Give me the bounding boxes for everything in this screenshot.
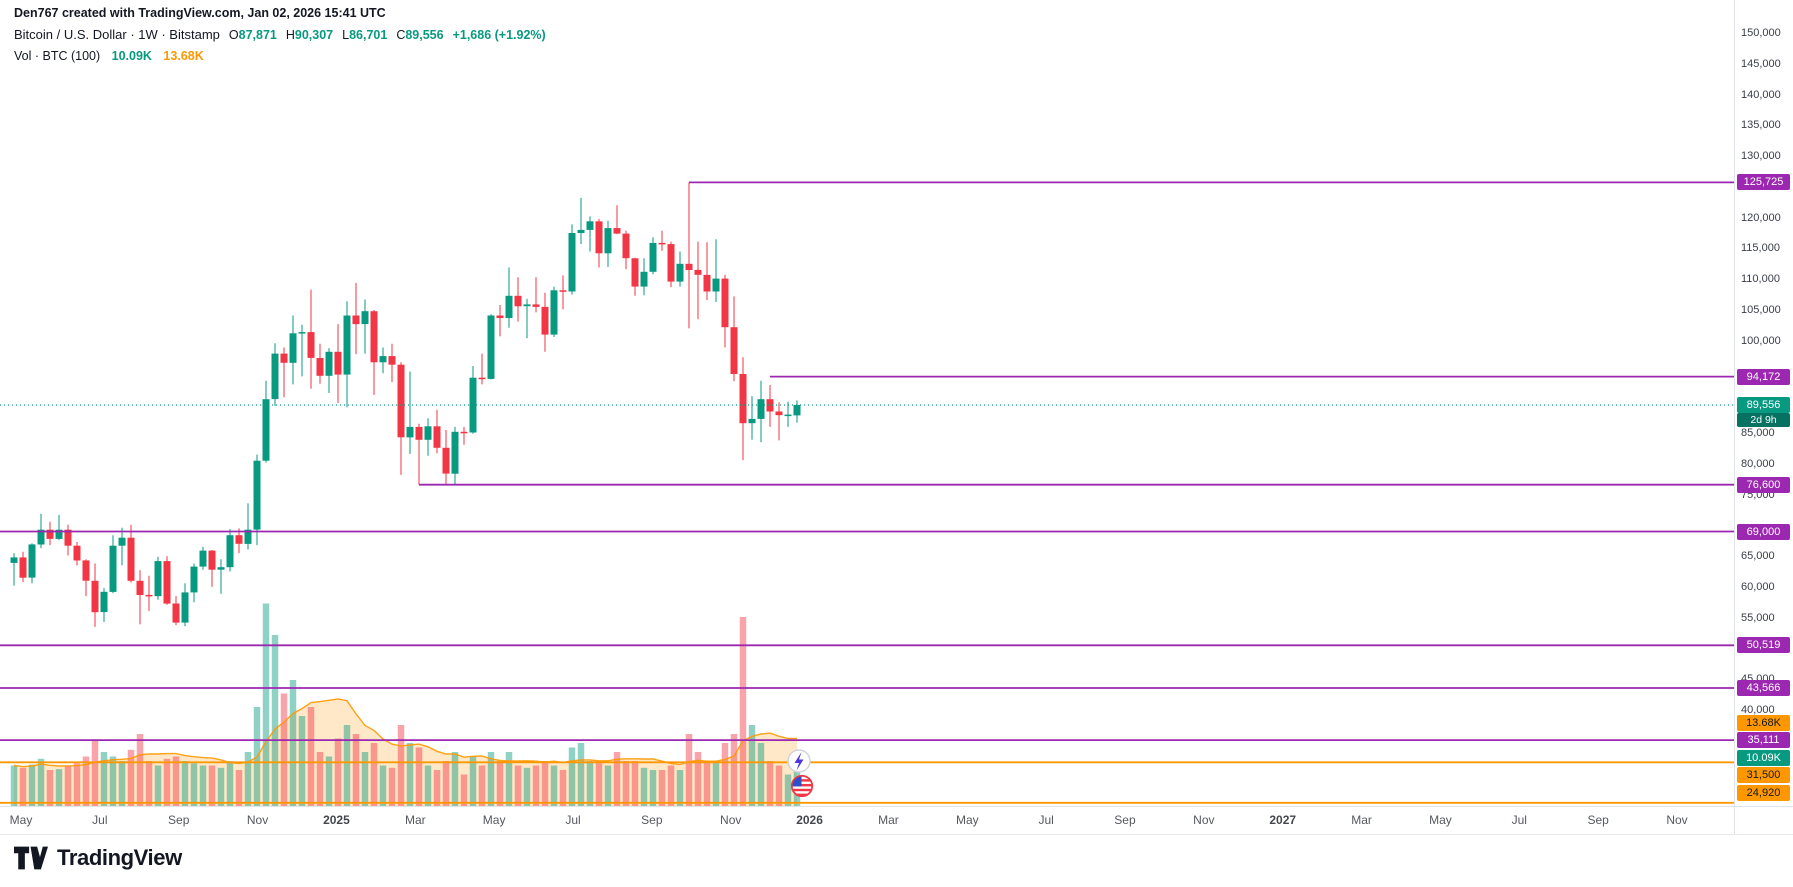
time-tick-label: Mar: [878, 813, 899, 827]
price-tick-label: 145,000: [1741, 57, 1781, 70]
time-tick-label: May: [1429, 813, 1452, 827]
price-tick-label: 60,000: [1741, 580, 1775, 593]
time-tick-label: 2027: [1269, 813, 1297, 827]
volume-indicator-title[interactable]: Vol · BTC (100): [14, 49, 101, 63]
time-tick-label: Jul: [1511, 813, 1527, 827]
time-tick-label: Nov: [246, 813, 269, 827]
price-tick-label: 85,000: [1741, 427, 1775, 440]
candles: [10, 182, 801, 627]
axis-divider-vertical: [1734, 0, 1735, 834]
price-level-badge[interactable]: 76,600: [1737, 476, 1790, 493]
ohlc-field-o: O87,871: [228, 28, 277, 42]
volume-legend: Vol · BTC (100) 10.09K 13.68K: [14, 49, 204, 63]
time-tick-label: Sep: [1587, 813, 1609, 827]
price-chart-svg[interactable]: [0, 0, 1734, 807]
time-tick-label: Jul: [92, 813, 108, 827]
volume-current-value: 10.09K: [111, 49, 152, 63]
lightning-event-icon[interactable]: [787, 749, 811, 773]
time-tick-label: Nov: [1666, 813, 1688, 827]
time-tick-label: May: [955, 813, 979, 827]
price-tick-label: 40,000: [1741, 703, 1775, 716]
price-axis[interactable]: 150,000 145,000 140,000 135,000 130,000 120,0…: [1735, 0, 1793, 806]
price-tick-label: 150,000: [1741, 27, 1781, 39]
price-level-badge[interactable]: 50,519: [1737, 637, 1790, 654]
time-tick-label: Nov: [720, 813, 742, 827]
current-price-badge[interactable]: 89,556: [1737, 397, 1790, 413]
time-tick-label: Jul: [1038, 813, 1054, 827]
symbol-title[interactable]: Bitcoin / U.S. Dollar · 1W · Bitstamp: [14, 27, 220, 42]
time-tick-label: Sep: [168, 813, 190, 827]
time-tick-label: May: [482, 813, 506, 827]
price-tick-label: 130,000: [1741, 150, 1781, 163]
price-tick-label: 140,000: [1741, 88, 1781, 101]
time-tick-label: Sep: [1114, 813, 1136, 827]
time-tick-label: May: [9, 813, 33, 827]
chart-canvas[interactable]: [0, 0, 1734, 807]
time-tick-label: Sep: [641, 813, 663, 827]
time-tick-label: 2025: [323, 813, 350, 827]
volume-ma-area: [14, 698, 797, 806]
time-tick-label: Jul: [565, 813, 581, 827]
time-tick-label: Nov: [1193, 813, 1215, 827]
footer: TradingView: [14, 845, 182, 871]
bar-countdown-badge[interactable]: 2d 9h: [1737, 413, 1790, 427]
price-level-badge[interactable]: 69,000: [1737, 523, 1790, 540]
price-tick-label: 110,000: [1741, 273, 1780, 286]
volume-ma-value: 13.68K: [163, 49, 204, 63]
price-tick-label: 100,000: [1741, 334, 1781, 347]
price-level-badge[interactable]: 125,725: [1737, 174, 1790, 191]
price-tick-label: 115,000: [1741, 242, 1780, 255]
ohlc-field-c: C89,556: [396, 28, 444, 42]
ohlc-values: O87,871 H90,307 L86,701 C89,556: [220, 27, 444, 42]
price-change: +1,686 (+1.92%): [452, 27, 546, 42]
orange-level-badge[interactable]: 31,500: [1737, 767, 1790, 783]
price-level-badge[interactable]: 43,566: [1737, 680, 1790, 697]
ohlc-field-h: H90,307: [285, 28, 334, 42]
time-axis[interactable]: May Jul Sep Nov 2025 Mar May Jul Sep Nov 2026 Mar Ma…: [0, 807, 1734, 834]
price-level-badge[interactable]: 94,172: [1737, 368, 1790, 385]
ohlc-field-l: L86,701: [342, 28, 388, 42]
price-tick-label: 105,000: [1741, 303, 1781, 316]
attribution-text: Den767 created with TradingView.com, Jan…: [14, 6, 386, 20]
axis-divider-horizontal: [0, 806, 1793, 807]
time-tick-label: Mar: [404, 813, 426, 827]
time-tick-label: Mar: [1351, 813, 1372, 827]
volume-value-badge[interactable]: 10.09K: [1737, 750, 1790, 766]
price-tick-label: 80,000: [1741, 457, 1775, 470]
price-tick-label: 135,000: [1741, 119, 1781, 132]
us-flag-event-icon[interactable]: [790, 774, 814, 798]
price-tick-label: 55,000: [1741, 611, 1775, 624]
symbol-legend: Bitcoin / U.S. Dollar · 1W · Bitstamp O8…: [14, 27, 546, 42]
price-level-badge[interactable]: 35,111: [1737, 732, 1790, 749]
time-tick-label: 2026: [796, 813, 823, 827]
footer-divider: [0, 834, 1793, 835]
price-tick-label: 65,000: [1741, 550, 1775, 563]
orange-level-badge[interactable]: 24,920: [1737, 785, 1790, 801]
tradingview-logo-icon[interactable]: [14, 845, 48, 871]
price-tick-label: 120,000: [1741, 211, 1781, 224]
brand-name[interactable]: TradingView: [57, 845, 182, 870]
volume-ma-badge[interactable]: 13.68K: [1737, 715, 1790, 731]
